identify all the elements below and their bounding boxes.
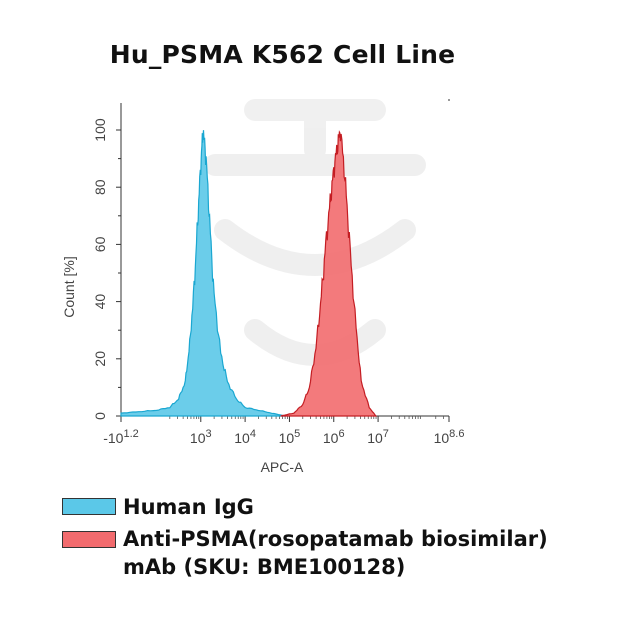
series-human-igg-area: [120, 130, 286, 417]
chart-title: Hu_PSMA K562 Cell Line: [109, 40, 456, 69]
x-tick-label: 103: [190, 428, 212, 446]
y-tick-label: 40: [92, 294, 108, 310]
legend-swatch-anti-psma: [62, 531, 116, 548]
y-axis-label: Count [%]: [61, 256, 77, 317]
x-tick-label: -101.2: [103, 428, 139, 446]
y-tick-label: 80: [92, 179, 108, 195]
legend-swatch-human-igg: [62, 498, 116, 515]
x-tick-label: 107: [367, 428, 389, 446]
x-tick-label: 104: [234, 428, 256, 446]
series-anti-psma-area: [280, 130, 378, 417]
x-axis-label: APC-A: [261, 459, 304, 475]
legend-label-human-igg: Human IgG: [123, 495, 254, 519]
y-tick-label: 100: [92, 118, 108, 142]
watermark: [204, 99, 426, 366]
y-tick-label: 0: [92, 412, 108, 420]
x-tick-label: 105: [279, 428, 301, 446]
x-tick-label: 106: [323, 428, 345, 446]
y-tick-label: 20: [92, 351, 108, 367]
y-tick-label: 60: [92, 236, 108, 252]
legend-label-anti-psma: Anti-PSMA(rosopatamab biosimilar) mAb (S…: [123, 527, 548, 579]
x-tick-label: 108.6: [434, 428, 465, 446]
